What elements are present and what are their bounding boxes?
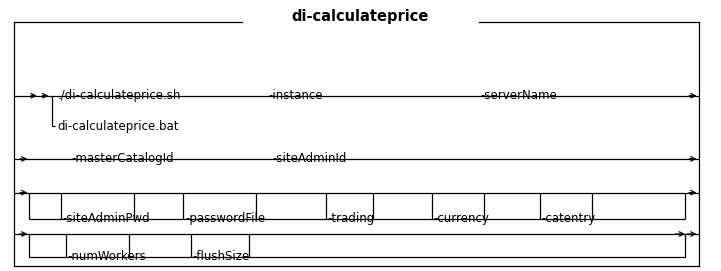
Text: -currency: -currency	[433, 212, 489, 225]
Text: -numWorkers: -numWorkers	[68, 250, 146, 263]
Text: -trading: -trading	[327, 212, 375, 225]
Text: di-calculateprice.bat: di-calculateprice.bat	[58, 120, 180, 133]
Text: -siteAdminId: -siteAdminId	[273, 152, 348, 165]
Text: -serverName: -serverName	[481, 89, 557, 102]
Text: -catentry: -catentry	[541, 212, 596, 225]
Text: -siteAdminPwd: -siteAdminPwd	[63, 212, 150, 225]
Text: -passwordFile: -passwordFile	[185, 212, 265, 225]
Text: di-calculateprice: di-calculateprice	[292, 9, 429, 24]
Text: -masterCatalogId: -masterCatalogId	[71, 152, 174, 165]
Text: -instance: -instance	[268, 89, 323, 102]
Text: -flushSize: -flushSize	[193, 250, 249, 263]
Text: ./di-calculateprice.sh: ./di-calculateprice.sh	[58, 89, 181, 102]
